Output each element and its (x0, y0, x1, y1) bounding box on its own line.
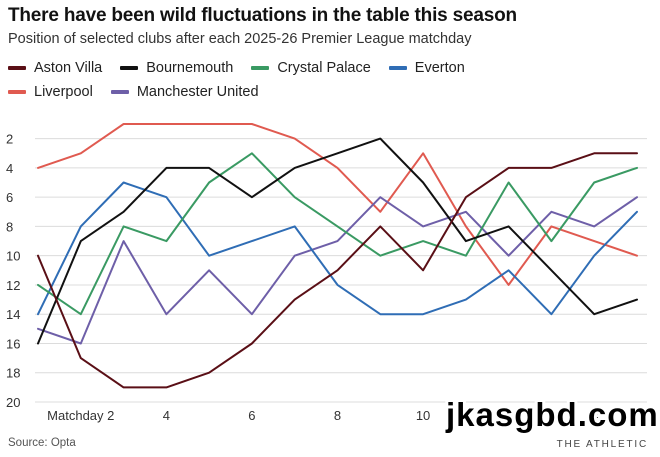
legend-label: Manchester United (136, 84, 259, 100)
x-tick-label: 14 (587, 408, 601, 423)
y-tick-label: 6 (6, 190, 13, 205)
x-tick-label: 4 (163, 408, 170, 423)
legend-label: Everton (414, 60, 465, 76)
chart-title: There have been wild fluctuations in the… (8, 5, 517, 26)
legend: Aston Villa Bournemouth Crystal Palace Ever… (8, 57, 648, 105)
y-tick-label: 4 (6, 161, 13, 176)
y-tick-label: 12 (6, 278, 20, 293)
y-tick-label: 16 (6, 336, 20, 351)
series-line-liverpool (37, 123, 638, 286)
legend-label: Liverpool (34, 84, 93, 100)
y-tick-label: 8 (6, 219, 13, 234)
x-tick-label: Matchday 2 (47, 408, 114, 423)
legend-item: Everton (388, 60, 465, 76)
legend-swatch (388, 66, 407, 70)
series-line-aston-villa (37, 152, 638, 389)
legend-row: Aston Villa Bournemouth Crystal Palace Ever… (8, 57, 648, 79)
y-tick-label: 18 (6, 366, 20, 381)
y-tick-label: 2 (6, 132, 13, 147)
y-tick-label: 14 (6, 307, 20, 322)
series-line-manchester-united (37, 196, 638, 345)
series-line-bournemouth (37, 137, 638, 345)
source-note: Source: Opta (8, 437, 76, 449)
y-tick-label: 20 (6, 395, 20, 410)
brand-logo-text: THE ATHLETIC (556, 439, 648, 450)
chart-subtitle: Position of selected clubs after each 20… (8, 31, 472, 47)
legend-swatch (8, 90, 26, 94)
legend-label: Bournemouth (146, 60, 234, 76)
x-tick-label: 10 (416, 408, 430, 423)
legend-swatch (251, 66, 270, 70)
watermark: jkasgbd.com (443, 393, 660, 436)
series-line-crystal-palace (37, 152, 638, 316)
x-tick-label: 12 (501, 408, 515, 423)
legend-item: Crystal Palace (251, 60, 371, 76)
legend-label: Crystal Palace (277, 60, 371, 76)
x-tick-label: 6 (248, 408, 255, 423)
legend-swatch (8, 66, 26, 70)
legend-swatch (110, 90, 129, 94)
legend-item: Bournemouth (120, 60, 233, 76)
y-tick-label: 10 (6, 249, 20, 264)
legend-swatch (120, 66, 139, 70)
legend-label: Aston Villa (34, 60, 103, 76)
legend-item: Manchester United (110, 84, 259, 100)
legend-row: Liverpool Manchester United (8, 81, 648, 103)
x-tick-label: 8 (334, 408, 341, 423)
legend-item: Liverpool (8, 84, 93, 100)
legend-item: Aston Villa (8, 60, 102, 76)
series-line-everton (37, 181, 638, 316)
